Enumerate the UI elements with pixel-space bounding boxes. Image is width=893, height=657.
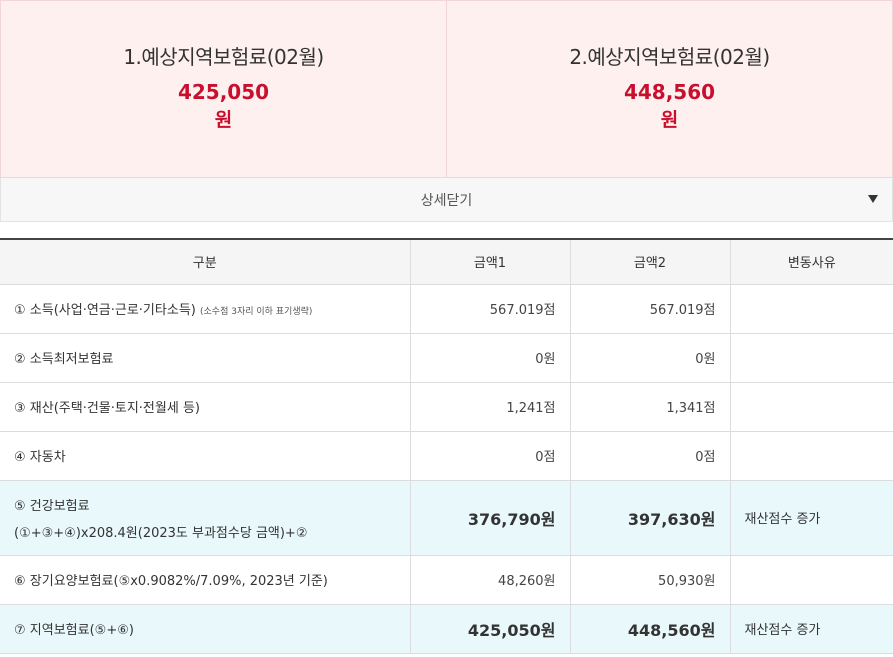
summary-amount: 448,560 — [623, 79, 716, 104]
row-reason — [730, 333, 893, 383]
detail-toggle-label: 상세닫기 — [420, 192, 473, 209]
table-row-highlight: ⑤ 건강보험료 (①+③+④)x208.4원(2023도 부과점수당 금액)+② … — [0, 480, 893, 556]
row-item-label: ① 소득(사업·연금·근로·기타소득) — [14, 303, 196, 318]
row-reason — [730, 382, 893, 432]
triangle-down-icon[interactable] — [868, 195, 878, 203]
summary-amount: 425,050 — [177, 79, 270, 104]
row-reason — [730, 555, 893, 605]
table-row: ② 소득최저보험료 0원 0원 — [0, 333, 893, 383]
row-reason: 재산점수 증가 — [730, 604, 893, 654]
row-amount2: 567.019점 — [570, 284, 731, 334]
row-reason — [730, 284, 893, 334]
column-header-category: 구분 — [0, 239, 411, 285]
table-row: ① 소득(사업·연금·근로·기타소득) (소수점 3자리 이하 표기생략) 56… — [0, 284, 893, 334]
summary-card-1: 1.예상지역보험료(02월) 425,050 원 — [1, 1, 446, 177]
row-item-label: ⑤ 건강보험료 — [14, 498, 90, 514]
summary-unit: 원 — [214, 108, 233, 131]
row-amount1: 567.019점 — [410, 284, 571, 334]
table-header-row: 구분 금액1 금액2 변동사유 — [0, 239, 893, 285]
summary-panel: 1.예상지역보험료(02월) 425,050 원 2.예상지역보험료(02월) … — [0, 0, 893, 178]
summary-unit: 원 — [660, 108, 679, 131]
column-header-amount2: 금액2 — [570, 239, 731, 285]
table-row: ④ 자동차 0점 0점 — [0, 431, 893, 481]
table-row: ③ 재산(주택·건물·토지·전월세 등) 1,241점 1,341점 — [0, 382, 893, 432]
table-row-highlight: ⑦ 지역보험료(⑤+⑥) 425,050원 448,560원 재산점수 증가 — [0, 604, 893, 654]
row-amount2: 1,341점 — [570, 382, 731, 432]
row-amount2: 50,930원 — [570, 555, 731, 605]
row-amount1: 376,790원 — [410, 480, 571, 556]
row-item: ⑤ 건강보험료 (①+③+④)x208.4원(2023도 부과점수당 금액)+② — [0, 480, 411, 556]
summary-title: 1.예상지역보험료(02월) — [123, 44, 324, 69]
table-row: ⑥ 장기요양보험료(⑤x0.9082%/7.09%, 2023년 기준) 48,… — [0, 555, 893, 605]
row-amount1: 0원 — [410, 333, 571, 383]
row-item: ③ 재산(주택·건물·토지·전월세 등) — [0, 382, 411, 432]
row-amount2: 0점 — [570, 431, 731, 481]
row-amount2: 0원 — [570, 333, 731, 383]
column-header-reason: 변동사유 — [730, 239, 893, 285]
premium-detail-table: 구분 금액1 금액2 변동사유 ① 소득(사업·연금·근로·기타소득) (소수점… — [0, 238, 893, 654]
row-item: ④ 자동차 — [0, 431, 411, 481]
row-amount1: 1,241점 — [410, 382, 571, 432]
row-item-note: (소수점 3자리 이하 표기생략) — [200, 307, 313, 317]
row-amount1: 48,260원 — [410, 555, 571, 605]
row-amount2: 397,630원 — [570, 480, 731, 556]
row-amount1: 425,050원 — [410, 604, 571, 654]
row-amount2: 448,560원 — [570, 604, 731, 654]
row-item: ② 소득최저보험료 — [0, 333, 411, 383]
summary-card-2: 2.예상지역보험료(02월) 448,560 원 — [446, 1, 892, 177]
row-reason: 재산점수 증가 — [730, 480, 893, 556]
row-item: ⑥ 장기요양보험료(⑤x0.9082%/7.09%, 2023년 기준) — [0, 555, 411, 605]
row-amount1: 0점 — [410, 431, 571, 481]
column-header-amount1: 금액1 — [410, 239, 571, 285]
row-item-formula: (①+③+④)x208.4원(2023도 부과점수당 금액)+② — [14, 525, 308, 541]
row-item: ⑦ 지역보험료(⑤+⑥) — [0, 604, 411, 654]
summary-title: 2.예상지역보험료(02월) — [569, 44, 770, 69]
row-reason — [730, 431, 893, 481]
detail-toggle-button[interactable]: 상세닫기 — [0, 178, 893, 222]
row-item: ① 소득(사업·연금·근로·기타소득) (소수점 3자리 이하 표기생략) — [0, 284, 411, 334]
